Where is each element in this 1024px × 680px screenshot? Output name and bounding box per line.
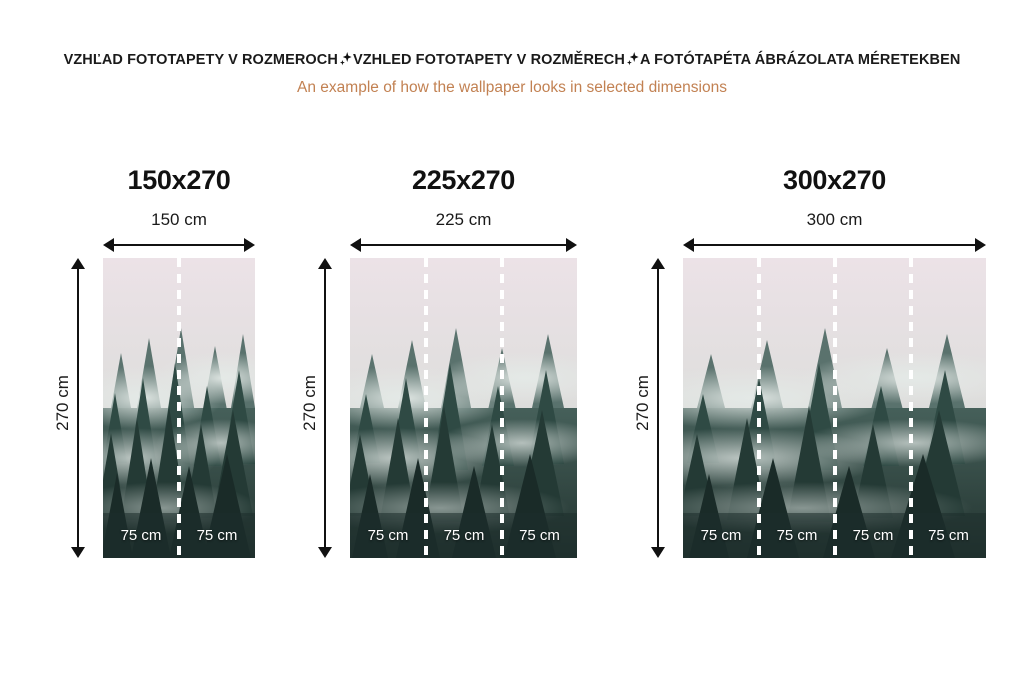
panel-title: 225x270 [411, 165, 515, 195]
segment-width-label: 75 cm [519, 527, 560, 544]
panel-seam [424, 258, 428, 558]
arrow-shaft [324, 265, 326, 551]
panel-title: 300x270 [782, 165, 886, 195]
wallpaper-preview-225x270: 75 cm 75 cm 75 cm [350, 258, 577, 558]
panel-seam [909, 258, 913, 558]
width-dimension-arrow [103, 238, 255, 252]
arrow-head-top [318, 258, 332, 269]
sparkle-icon [338, 51, 353, 67]
arrow-head-bottom [318, 547, 332, 558]
arrow-head-right [566, 238, 577, 252]
panel-width-label: 300 cm [806, 210, 863, 229]
segment-width-label: 75 cm [928, 527, 969, 544]
sparkle-icon [625, 51, 640, 67]
arrow-head-bottom [651, 547, 665, 558]
arrow-head-top [71, 258, 85, 269]
arrow-head-top [651, 258, 665, 269]
segment-width-label: 75 cm [852, 527, 894, 544]
panel-title: 150x270 [127, 165, 231, 195]
height-dimension-arrow [318, 258, 332, 558]
arrow-head-left [683, 238, 694, 252]
page-title-sk: VZHĽAD FOTOTAPETY V ROZMEROCH [63, 52, 338, 68]
segment-width-label: 75 cm [120, 527, 162, 544]
arrow-head-right [244, 238, 255, 252]
arrow-shaft [77, 265, 79, 551]
panel-height-label: 270 cm [300, 375, 319, 431]
page-title-cs: VZHLED FOTOTAPETY V ROZMĚRECH [352, 52, 625, 68]
arrow-head-right [975, 238, 986, 252]
panel-seam [833, 258, 837, 558]
arrow-shaft [357, 244, 570, 246]
size-comparison-panels: 150x270 150 cm 270 cm [0, 150, 1024, 590]
arrow-shaft [110, 244, 248, 246]
panel-seam [500, 258, 504, 558]
page-subtitle: An example of how the wallpaper looks in… [297, 79, 727, 96]
arrow-shaft [690, 244, 979, 246]
segment-width-label: 75 cm [443, 527, 485, 544]
page-title: VZHĽAD FOTOTAPETY V ROZMEROCH VZHLED FOTO… [0, 50, 1024, 70]
panel-width-label: 150 cm [151, 210, 207, 229]
width-dimension-arrow [683, 238, 986, 252]
arrow-head-left [350, 238, 361, 252]
panel-height-label: 270 cm [53, 375, 72, 431]
segment-width-label: 75 cm [700, 527, 742, 544]
width-dimension-arrow [350, 238, 577, 252]
arrow-shaft [657, 265, 659, 551]
arrow-head-left [103, 238, 114, 252]
segment-width-label: 75 cm [367, 527, 409, 544]
height-dimension-arrow [71, 258, 85, 558]
panel-seam [757, 258, 761, 558]
page-header: VZHĽAD FOTOTAPETY V ROZMEROCH VZHLED FOTO… [0, 0, 1024, 98]
wallpaper-preview-300x270: 75 cm 75 cm 75 cm 75 cm [683, 258, 986, 558]
page-title-hu: A FOTÓTAPÉTA ÁBRÁZOLATA MÉRETEKBEN [639, 52, 961, 68]
forest-artwork [350, 258, 577, 558]
segment-width-label: 75 cm [776, 527, 818, 544]
segment-width-label: 75 cm [196, 527, 238, 544]
panel-width-label: 225 cm [435, 210, 492, 229]
arrow-head-bottom [71, 547, 85, 558]
wallpaper-preview-150x270: 75 cm 75 cm [103, 258, 255, 558]
panel-seam [177, 258, 181, 558]
panel-height-label: 270 cm [633, 375, 652, 431]
height-dimension-arrow [651, 258, 665, 558]
